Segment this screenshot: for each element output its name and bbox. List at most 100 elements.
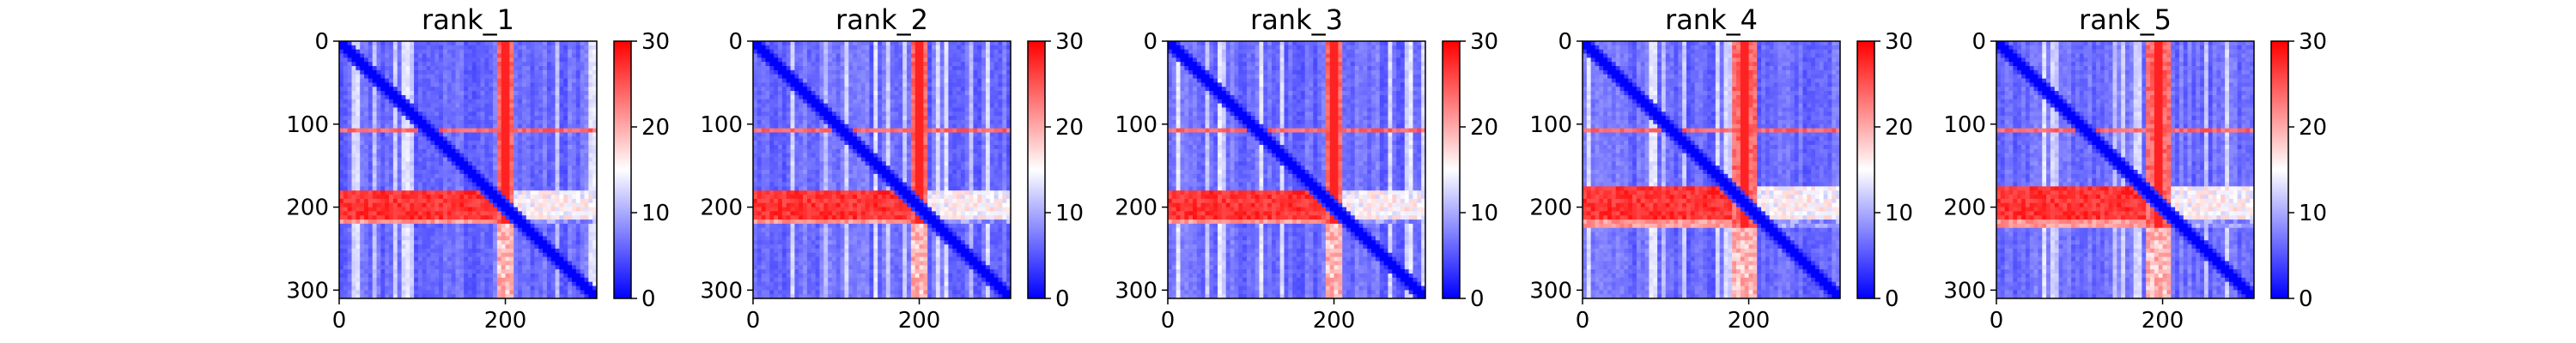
- heatmap-cell: [443, 190, 447, 195]
- heatmap-cell: [468, 157, 472, 161]
- heatmap-cell: [373, 157, 377, 161]
- heatmap-cell: [563, 265, 568, 269]
- heatmap-cell: [497, 129, 501, 133]
- heatmap-cell: [418, 186, 422, 190]
- heatmap-cell: [973, 99, 977, 104]
- heatmap-cell: [811, 41, 816, 45]
- heatmap-cell: [923, 104, 927, 108]
- heatmap-cell: [576, 236, 580, 240]
- heatmap-cell: [538, 161, 543, 165]
- heatmap-cell: [410, 232, 414, 237]
- heatmap-cell: [422, 240, 427, 244]
- heatmap-cell: [430, 57, 434, 62]
- heatmap-cell: [990, 111, 994, 116]
- heatmap-cell: [484, 95, 489, 99]
- heatmap-cell: [339, 240, 343, 244]
- heatmap-cell: [398, 111, 402, 116]
- heatmap-cell: [443, 199, 447, 203]
- heatmap-cell: [393, 265, 398, 269]
- heatmap-cell: [576, 199, 580, 203]
- heatmap-cell: [427, 95, 431, 99]
- heatmap-cell: [398, 149, 402, 153]
- heatmap-cell: [452, 54, 456, 58]
- heatmap-cell: [584, 66, 588, 70]
- heatmap-cell: [973, 107, 977, 111]
- heatmap-cell: [580, 165, 585, 170]
- heatmap-cell: [513, 228, 518, 232]
- heatmap-cell: [455, 224, 459, 228]
- heatmap-cell: [538, 236, 543, 240]
- heatmap-cell: [447, 145, 452, 149]
- heatmap-cell: [576, 170, 580, 174]
- heatmap-cell: [531, 87, 535, 91]
- heatmap-cell: [753, 50, 757, 54]
- heatmap-cell: [526, 199, 531, 203]
- heatmap-cell: [811, 62, 816, 66]
- heatmap-cell: [497, 190, 501, 195]
- heatmap-cell: [352, 99, 356, 104]
- heatmap-cell: [803, 41, 807, 45]
- heatmap-cell: [762, 87, 766, 91]
- heatmap-cell: [501, 186, 506, 190]
- heatmap-cell: [782, 70, 787, 75]
- heatmap-cell: [339, 274, 343, 278]
- heatmap-cell: [823, 91, 828, 95]
- heatmap-cell: [576, 99, 580, 104]
- heatmap-cell: [377, 249, 381, 253]
- heatmap-cell: [940, 107, 945, 111]
- heatmap-cell: [513, 120, 518, 124]
- heatmap-cell: [501, 111, 506, 116]
- colorbar-tick-label: 20: [641, 115, 670, 141]
- heatmap-cell: [501, 286, 506, 290]
- heatmap-cell: [506, 224, 510, 228]
- heatmap-cell: [1002, 54, 1006, 58]
- heatmap-cell: [869, 79, 873, 83]
- heatmap-cell: [343, 215, 348, 220]
- heatmap-cell: [848, 107, 853, 111]
- heatmap-cell: [455, 199, 459, 203]
- heatmap-cell: [990, 104, 994, 108]
- heatmap-cell: [493, 165, 497, 170]
- heatmap-cell: [377, 124, 381, 129]
- heatmap-cell: [402, 95, 406, 99]
- heatmap-cell: [952, 87, 957, 91]
- heatmap-cell: [518, 220, 522, 224]
- heatmap-cell: [393, 257, 398, 262]
- heatmap-cell: [497, 149, 501, 153]
- heatmap-cell: [501, 79, 506, 83]
- heatmap-cell: [489, 57, 493, 62]
- heatmap-cell: [402, 170, 406, 174]
- heatmap-cell: [355, 220, 360, 224]
- heatmap-cell: [447, 208, 452, 212]
- heatmap-cell: [452, 186, 456, 190]
- heatmap-cell: [377, 253, 381, 257]
- heatmap-cell: [385, 107, 389, 111]
- heatmap-cell: [380, 99, 385, 104]
- heatmap-cell: [588, 253, 592, 257]
- heatmap-cell: [819, 41, 823, 45]
- heatmap-cell: [434, 240, 439, 244]
- heatmap-cell: [857, 82, 861, 87]
- heatmap-cell: [402, 79, 406, 83]
- heatmap-cell: [368, 215, 373, 220]
- heatmap-cell: [543, 50, 547, 54]
- heatmap-cell: [422, 132, 427, 136]
- heatmap-cell: [522, 249, 526, 253]
- heatmap-cell: [556, 70, 560, 75]
- heatmap-cell: [816, 95, 820, 99]
- heatmap-cell: [878, 91, 882, 95]
- heatmap-cell: [559, 274, 563, 278]
- heatmap-cell: [828, 107, 832, 111]
- heatmap-cell: [430, 104, 434, 108]
- heatmap-cell: [434, 215, 439, 220]
- heatmap-cell: [464, 111, 468, 116]
- heatmap-cell: [757, 75, 762, 79]
- heatmap-cell: [398, 157, 402, 161]
- heatmap-cell: [556, 257, 560, 262]
- heatmap-cell: [841, 104, 845, 108]
- heatmap-cell: [986, 107, 990, 111]
- heatmap-cell: [373, 249, 377, 253]
- heatmap-cell: [339, 290, 343, 294]
- heatmap-cell: [568, 82, 572, 87]
- heatmap-cell: [343, 253, 348, 257]
